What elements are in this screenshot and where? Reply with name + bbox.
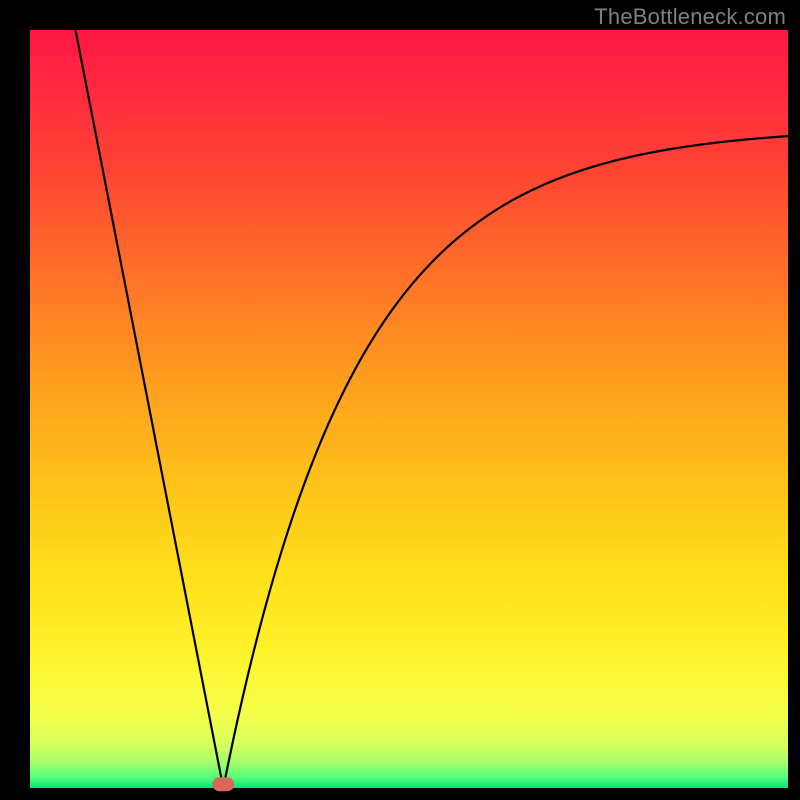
optimal-point-marker <box>212 777 234 791</box>
watermark-text: TheBottleneck.com <box>594 4 786 30</box>
chart-container: TheBottleneck.com <box>0 0 800 800</box>
bottleneck-curve-chart <box>0 0 800 800</box>
plot-background <box>30 30 788 788</box>
